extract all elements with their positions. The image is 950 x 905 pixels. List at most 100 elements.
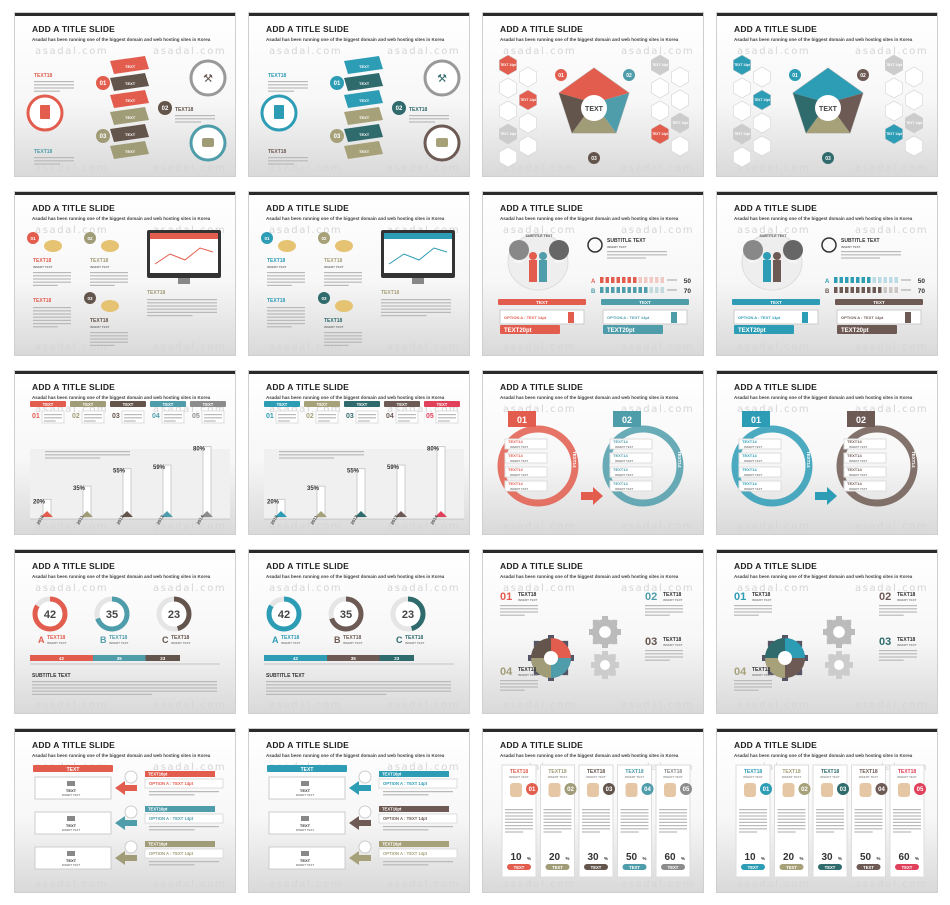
- number-badge: [798, 783, 811, 795]
- body-text-line: [90, 332, 128, 334]
- list-head-label: TEXT: [301, 767, 314, 773]
- slide-numbered-ribbon-cool[interactable]: asadal.com asadal.com asadal.com asadal.…: [248, 12, 470, 177]
- watermark: asadal.com: [737, 762, 811, 773]
- subtitle-label: SUBTITLE TEXT: [32, 673, 71, 679]
- percent-unit: %: [604, 856, 608, 861]
- ribbon-segment: [344, 107, 383, 125]
- pentagon-center: [815, 95, 841, 121]
- slide-handshake-monitor-warm[interactable]: asadal.com asadal.com asadal.com asadal.…: [14, 191, 236, 356]
- insert-label: INSERT TEXT: [510, 487, 528, 491]
- text18-label: TEXT18: [109, 635, 128, 641]
- text18-label: TEXT18: [663, 592, 682, 598]
- insert-label: INSERT TEXT: [744, 459, 762, 463]
- watermark: asadal.com: [737, 46, 811, 57]
- slide-percent-columns-warm[interactable]: asadal.com asadal.com asadal.com asadal.…: [482, 728, 704, 893]
- column-head: TEXT18: [821, 769, 840, 775]
- step-number: 03: [879, 636, 891, 648]
- option-label: OPTION A : TEXT 14pt: [149, 816, 194, 821]
- slide-numbered-ribbon-warm[interactable]: asadal.com asadal.com asadal.com asadal.…: [14, 12, 236, 177]
- number-badge: [158, 101, 172, 115]
- gear-hub: [833, 626, 845, 638]
- footer-label: TEXT: [668, 865, 679, 870]
- slide-option-list-warm[interactable]: asadal.com asadal.com asadal.com asadal.…: [14, 728, 236, 893]
- slide-option-list-cool[interactable]: asadal.com asadal.com asadal.com asadal.…: [248, 728, 470, 893]
- side-header: [145, 771, 215, 777]
- body-text-line: [659, 809, 687, 811]
- hexagon: [518, 66, 538, 88]
- ribbon-label: TEXT: [359, 149, 370, 154]
- slide-tube-chart-cool[interactable]: asadal.com asadal.com asadal.com asadal.…: [248, 370, 470, 535]
- title-bar: [249, 371, 469, 374]
- body-text-line: [44, 420, 56, 422]
- slide-circle-arrows-cool[interactable]: asadal.com asadal.com asadal.com asadal.…: [716, 370, 938, 535]
- slide-circle-arrows-warm[interactable]: asadal.com asadal.com asadal.com asadal.…: [482, 370, 704, 535]
- title-bar: [717, 729, 937, 732]
- body-text-line: [267, 284, 292, 286]
- percent-value: 60: [898, 852, 910, 863]
- ribbon-label: TEXT: [125, 81, 136, 86]
- watermark: asadal.com: [621, 583, 695, 594]
- body-text-line: [543, 818, 572, 820]
- body-text-line: [879, 650, 917, 652]
- number-badge: [837, 783, 849, 795]
- slide-subtitle: Asadal has been running one of the bigge…: [32, 753, 211, 758]
- person-pictogram: [861, 277, 865, 283]
- watermark: asadal.com: [387, 700, 461, 711]
- watermark: asadal.com: [387, 46, 461, 57]
- slide-handshake-monitor-cool[interactable]: asadal.com asadal.com asadal.com asadal.…: [248, 191, 470, 356]
- slide-pentagon-hexagons-cool[interactable]: asadal.com asadal.com asadal.com asadal.…: [716, 12, 938, 177]
- slide-gears-cool[interactable]: asadal.com asadal.com asadal.com asadal.…: [716, 549, 938, 714]
- loop-ring: [836, 425, 918, 507]
- insert-label: INSERT TEXT: [510, 473, 528, 477]
- slide-people-compare-warm[interactable]: asadal.com asadal.com asadal.com asadal.…: [482, 191, 704, 356]
- loop-ring: [602, 425, 684, 507]
- slide-percent-columns-cool[interactable]: asadal.com asadal.com asadal.com asadal.…: [716, 728, 938, 893]
- bubble-label: TEXT: [749, 260, 759, 264]
- stacked-value: 35: [117, 656, 123, 661]
- slide-gears-warm[interactable]: asadal.com asadal.com asadal.com asadal.…: [482, 549, 704, 714]
- gear-sector: [551, 658, 571, 678]
- body-text-line: [500, 614, 525, 616]
- number-badge: [330, 129, 344, 143]
- center-label: TEXT: [819, 106, 838, 113]
- body-text-line: [505, 815, 533, 817]
- option-label: OPTION A : TEXT 14pt: [383, 851, 428, 856]
- person-outline-icon: [587, 237, 603, 253]
- body-text-line: [44, 417, 62, 419]
- item-box: [843, 466, 887, 478]
- text18-label: TEXT18: [171, 635, 190, 641]
- number-badge: [330, 76, 344, 90]
- person-icon: [529, 260, 537, 282]
- body-text-line: [266, 687, 451, 689]
- gear-tooth: [843, 669, 850, 676]
- subtitle-text: SUBTITLE TEXT: [841, 238, 880, 244]
- letter-label: B: [100, 635, 107, 645]
- tab-label: TEXT: [317, 402, 328, 407]
- slide-donut-stats-warm[interactable]: asadal.com asadal.com asadal.com asadal.…: [14, 549, 236, 714]
- number-label: 03: [591, 156, 597, 162]
- bar-cone: [161, 511, 173, 517]
- insert-label: INSERT TEXT: [47, 641, 67, 645]
- slide-subtitle: Asadal has been running one of the bigge…: [266, 574, 445, 579]
- slide-people-compare-cool[interactable]: asadal.com asadal.com asadal.com asadal.…: [716, 191, 938, 356]
- body-text-line: [854, 815, 883, 817]
- arrow-icon: [349, 851, 371, 865]
- slide-tube-chart-warm[interactable]: asadal.com asadal.com asadal.com asadal.…: [14, 370, 236, 535]
- body-text-line: [398, 420, 410, 422]
- body-text-line: [324, 341, 362, 343]
- body-text-line: [279, 457, 335, 459]
- body-text-line: [164, 420, 176, 422]
- body-text-line: [90, 335, 128, 337]
- body-text-line: [84, 420, 96, 422]
- slide-pentagon-hexagons-warm[interactable]: asadal.com asadal.com asadal.com asadal.…: [482, 12, 704, 177]
- option-label: OPTION A : TEXT 14pt: [504, 315, 547, 320]
- screen-header: [384, 233, 452, 239]
- step-number: 04: [734, 666, 747, 678]
- item-label: TEXT14: [613, 453, 628, 458]
- body-text-line: [734, 680, 772, 682]
- person-pictogram: [834, 277, 838, 283]
- slide-donut-stats-cool[interactable]: asadal.com asadal.com asadal.com asadal.…: [248, 549, 470, 714]
- hexagon: [651, 100, 669, 122]
- body-text-line: [149, 826, 219, 828]
- slide-title: ADD A TITLE SLIDE: [734, 24, 818, 34]
